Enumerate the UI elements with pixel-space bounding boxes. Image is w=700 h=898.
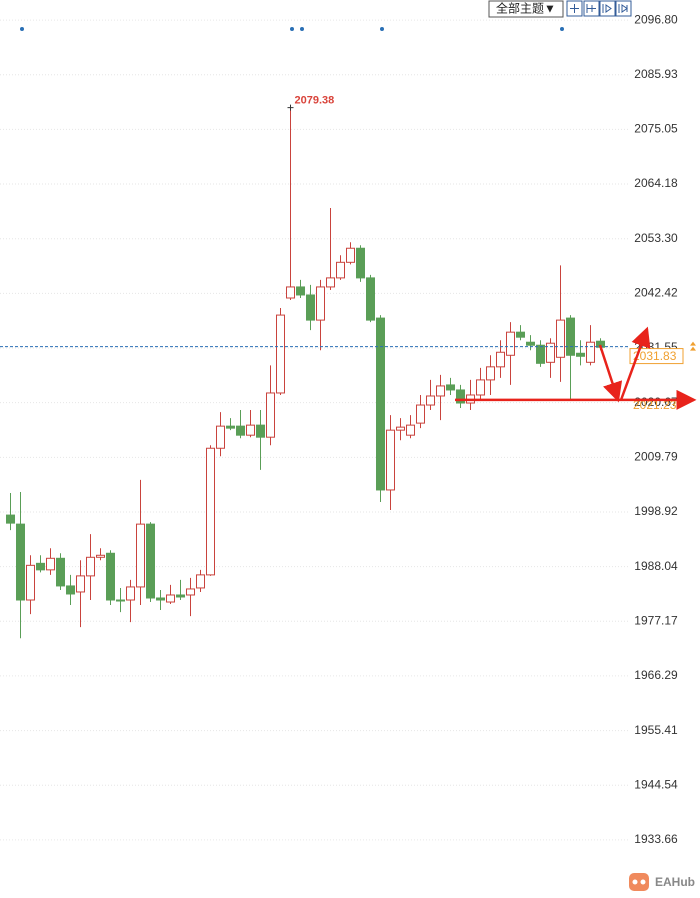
candle-body	[576, 352, 585, 357]
y-tick-label: 2009.79	[634, 450, 678, 464]
overlay: 2079.38 2031.83 2021.23	[0, 95, 697, 412]
candle-body	[76, 575, 85, 593]
candle-body	[276, 314, 285, 394]
candle-body	[156, 597, 165, 601]
candle-body	[336, 261, 345, 279]
candle-body	[526, 341, 535, 346]
watermark: EAHub	[629, 873, 695, 891]
candle-body	[536, 344, 545, 364]
y-axis: 2096.80 2085.93 2075.05 2064.18 2053.30 2042.…	[634, 12, 678, 846]
candle-body	[66, 585, 75, 595]
candle-body	[206, 447, 215, 576]
event-markers	[20, 27, 564, 31]
toolbar-icons[interactable]	[566, 0, 632, 17]
candle-body	[166, 594, 175, 603]
max-label: 2079.38	[295, 95, 335, 107]
last-price-flag	[690, 341, 696, 351]
candle-body	[6, 514, 15, 524]
candle-body	[36, 562, 45, 571]
y-tick-label: 1933.66	[634, 832, 678, 846]
candle-body	[306, 294, 315, 321]
theme-button-label[interactable]: 全部主题▼	[496, 1, 556, 16]
y-tick-label: 1955.41	[634, 723, 678, 737]
candle-body	[146, 523, 155, 599]
candle-body	[446, 384, 455, 391]
candle-body	[486, 366, 495, 381]
candle-body	[506, 331, 515, 356]
y-tick-label: 1988.04	[634, 559, 678, 573]
plot-area	[6, 107, 605, 639]
candle-body	[56, 557, 65, 587]
y-tick-label: 1966.29	[634, 668, 678, 682]
candle-body	[116, 599, 125, 602]
candle-body	[566, 317, 575, 356]
max-marker	[287, 104, 294, 111]
theme-button[interactable]	[488, 0, 564, 18]
candle-body	[456, 389, 465, 404]
candle-body	[386, 429, 395, 491]
y-tick-label: 2042.42	[634, 286, 678, 300]
candle-body	[396, 426, 405, 431]
candle-body	[226, 425, 235, 429]
candle-body	[546, 342, 555, 363]
y-tick-label: 1944.54	[634, 777, 678, 791]
candle-body	[496, 351, 505, 368]
candle-body	[136, 523, 145, 588]
y-tick-label: 2075.05	[634, 122, 678, 136]
candle-body	[266, 392, 275, 438]
candle-body	[516, 331, 525, 338]
candle-body	[26, 564, 35, 601]
y-tick-label: 1977.17	[634, 613, 678, 627]
candle-body	[126, 586, 135, 601]
candle-body	[316, 286, 325, 321]
y-tick-label: 1998.92	[634, 504, 678, 518]
candle-body	[326, 277, 335, 288]
candle-body	[186, 588, 195, 596]
target-price-label: 2021.23	[633, 398, 677, 412]
candle-body	[556, 319, 565, 358]
arrows	[598, 326, 651, 403]
candle-body	[176, 594, 185, 598]
candle-body	[286, 286, 295, 299]
candle-body	[46, 557, 55, 571]
grid	[0, 19, 628, 841]
candle-body	[346, 247, 355, 263]
last-price-tag	[629, 348, 684, 365]
y-tick-label: 2020.67	[634, 395, 678, 409]
candle-body	[436, 385, 445, 397]
candle-body	[96, 554, 105, 558]
candle-body	[256, 424, 265, 438]
candle-body	[196, 574, 205, 589]
candle-body	[106, 552, 115, 601]
candle-body	[366, 277, 375, 321]
candle-body	[416, 404, 425, 424]
candle-body	[86, 556, 95, 577]
candle-body	[16, 523, 25, 601]
y-tick-label: 2096.80	[634, 12, 678, 26]
candle-body	[426, 395, 435, 406]
watermark-text: EAHub	[655, 875, 695, 889]
candle-body	[296, 286, 305, 296]
candle-body	[246, 424, 255, 436]
candle-body	[406, 424, 415, 436]
y-tick-label: 2085.93	[634, 67, 678, 81]
candle-body	[586, 341, 595, 363]
candle-body	[476, 379, 485, 396]
last-price-label: 2031.83	[633, 349, 677, 363]
candle-body	[356, 247, 365, 279]
candle-body	[216, 425, 225, 449]
candle-body	[236, 425, 245, 436]
candle-body	[376, 317, 385, 491]
y-tick-label: 2064.18	[634, 176, 678, 190]
y-tick-label: 2053.30	[634, 231, 678, 245]
